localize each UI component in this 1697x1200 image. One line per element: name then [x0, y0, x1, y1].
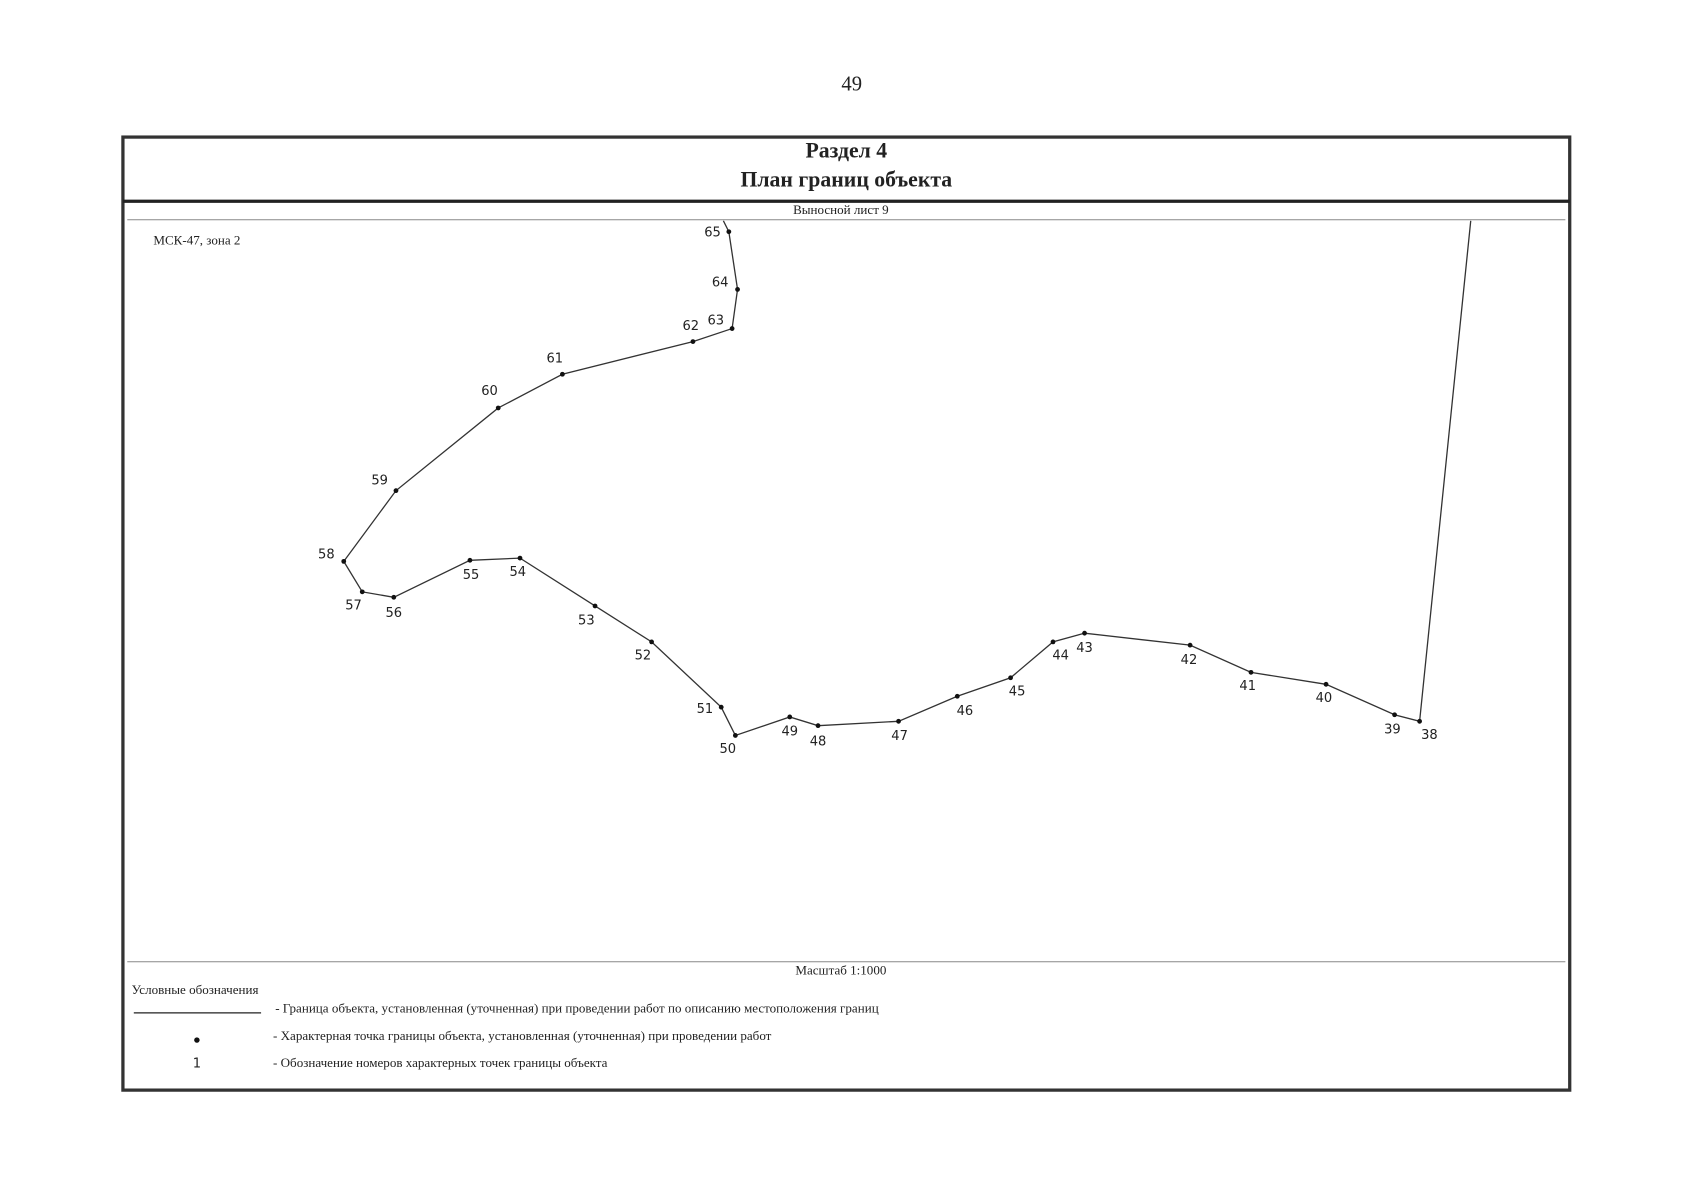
- boundary-point: [1417, 718, 1422, 724]
- point-label: 40: [1316, 691, 1333, 706]
- crs: МСК-47, зона 2: [153, 233, 240, 248]
- point-label: 39: [1384, 723, 1401, 738]
- point-label: 48: [810, 734, 827, 749]
- boundary-point: [517, 555, 523, 561]
- boundary-point: [391, 594, 397, 600]
- boundary-point: [787, 714, 793, 720]
- boundary-point: [1248, 669, 1254, 675]
- legend-text: - Характерная точка границы объекта, уст…: [273, 1028, 772, 1043]
- point-label: 61: [546, 352, 563, 367]
- point-label: 45: [1009, 684, 1026, 699]
- legend-text: - Обозначение номеров характерных точек …: [273, 1055, 608, 1070]
- point-label: 41: [1239, 679, 1256, 694]
- point-label: 56: [385, 606, 402, 621]
- section: Раздел 4: [805, 138, 887, 162]
- point-label: 47: [891, 729, 908, 744]
- boundary-point: [1187, 642, 1193, 648]
- frame: [121, 135, 1572, 1092]
- point-label: 55: [463, 568, 480, 583]
- legend-title: Условные обозначения: [132, 982, 259, 997]
- boundary-point: [649, 639, 654, 645]
- boundary: 65 64 63 62 61 60 59 58 57 56 55 54 53 52 51 50 49 48 47 46…: [318, 220, 1472, 757]
- point-label: 44: [1052, 649, 1069, 664]
- point-label: 49: [781, 725, 798, 740]
- legend-text: - Граница объекта, установленная (уточне…: [275, 1001, 878, 1016]
- point-label: 54: [509, 565, 526, 580]
- boundary-point: [341, 558, 347, 564]
- boundary-point: [467, 557, 473, 563]
- boundary-point: [735, 286, 740, 292]
- point-label: 43: [1076, 641, 1093, 656]
- boundary-point: [896, 718, 901, 724]
- title: План границ объекта: [740, 168, 952, 192]
- boundary-point: [560, 371, 565, 377]
- point-label: 57: [345, 598, 362, 613]
- point-label: 59: [371, 473, 388, 488]
- point-label: 60: [481, 384, 498, 399]
- point-label: 46: [957, 704, 974, 719]
- point-label: 42: [1181, 653, 1198, 668]
- point-label: 64: [712, 275, 729, 290]
- boundary-point: [1323, 681, 1329, 687]
- sheet: Выносной лист 9: [793, 202, 889, 217]
- legend-symbol: 1: [193, 1057, 201, 1072]
- boundary-point: [495, 405, 501, 411]
- boundary-point: [690, 339, 696, 345]
- boundary-point: [592, 603, 598, 609]
- boundary-point: [954, 693, 960, 699]
- legend-dot: [194, 1037, 200, 1043]
- point-label: 51: [697, 702, 714, 717]
- boundary-point: [1008, 675, 1013, 681]
- boundary-point: [732, 733, 738, 738]
- boundary-point: [718, 704, 724, 710]
- boundary-point: [1392, 712, 1397, 718]
- boundary-point: [1082, 630, 1087, 636]
- boundary-line: [342, 220, 1472, 737]
- boundary-point: [815, 723, 821, 729]
- point-label: 65: [704, 225, 721, 240]
- point-label: 62: [682, 319, 699, 334]
- page-number: 49: [841, 74, 862, 96]
- boundary-point: [729, 326, 735, 331]
- point-label: 58: [318, 547, 335, 562]
- point-label: 53: [578, 614, 595, 629]
- boundary-point: [1050, 639, 1056, 645]
- boundary-point: [726, 229, 732, 235]
- point-label: 63: [707, 313, 724, 328]
- point-label: 50: [719, 742, 736, 757]
- scale: Масштаб 1:1000: [795, 963, 886, 978]
- boundary-point: [393, 488, 399, 494]
- point-label: 52: [635, 649, 652, 664]
- point-label: 38: [1421, 728, 1438, 743]
- boundary-point: [359, 589, 365, 595]
